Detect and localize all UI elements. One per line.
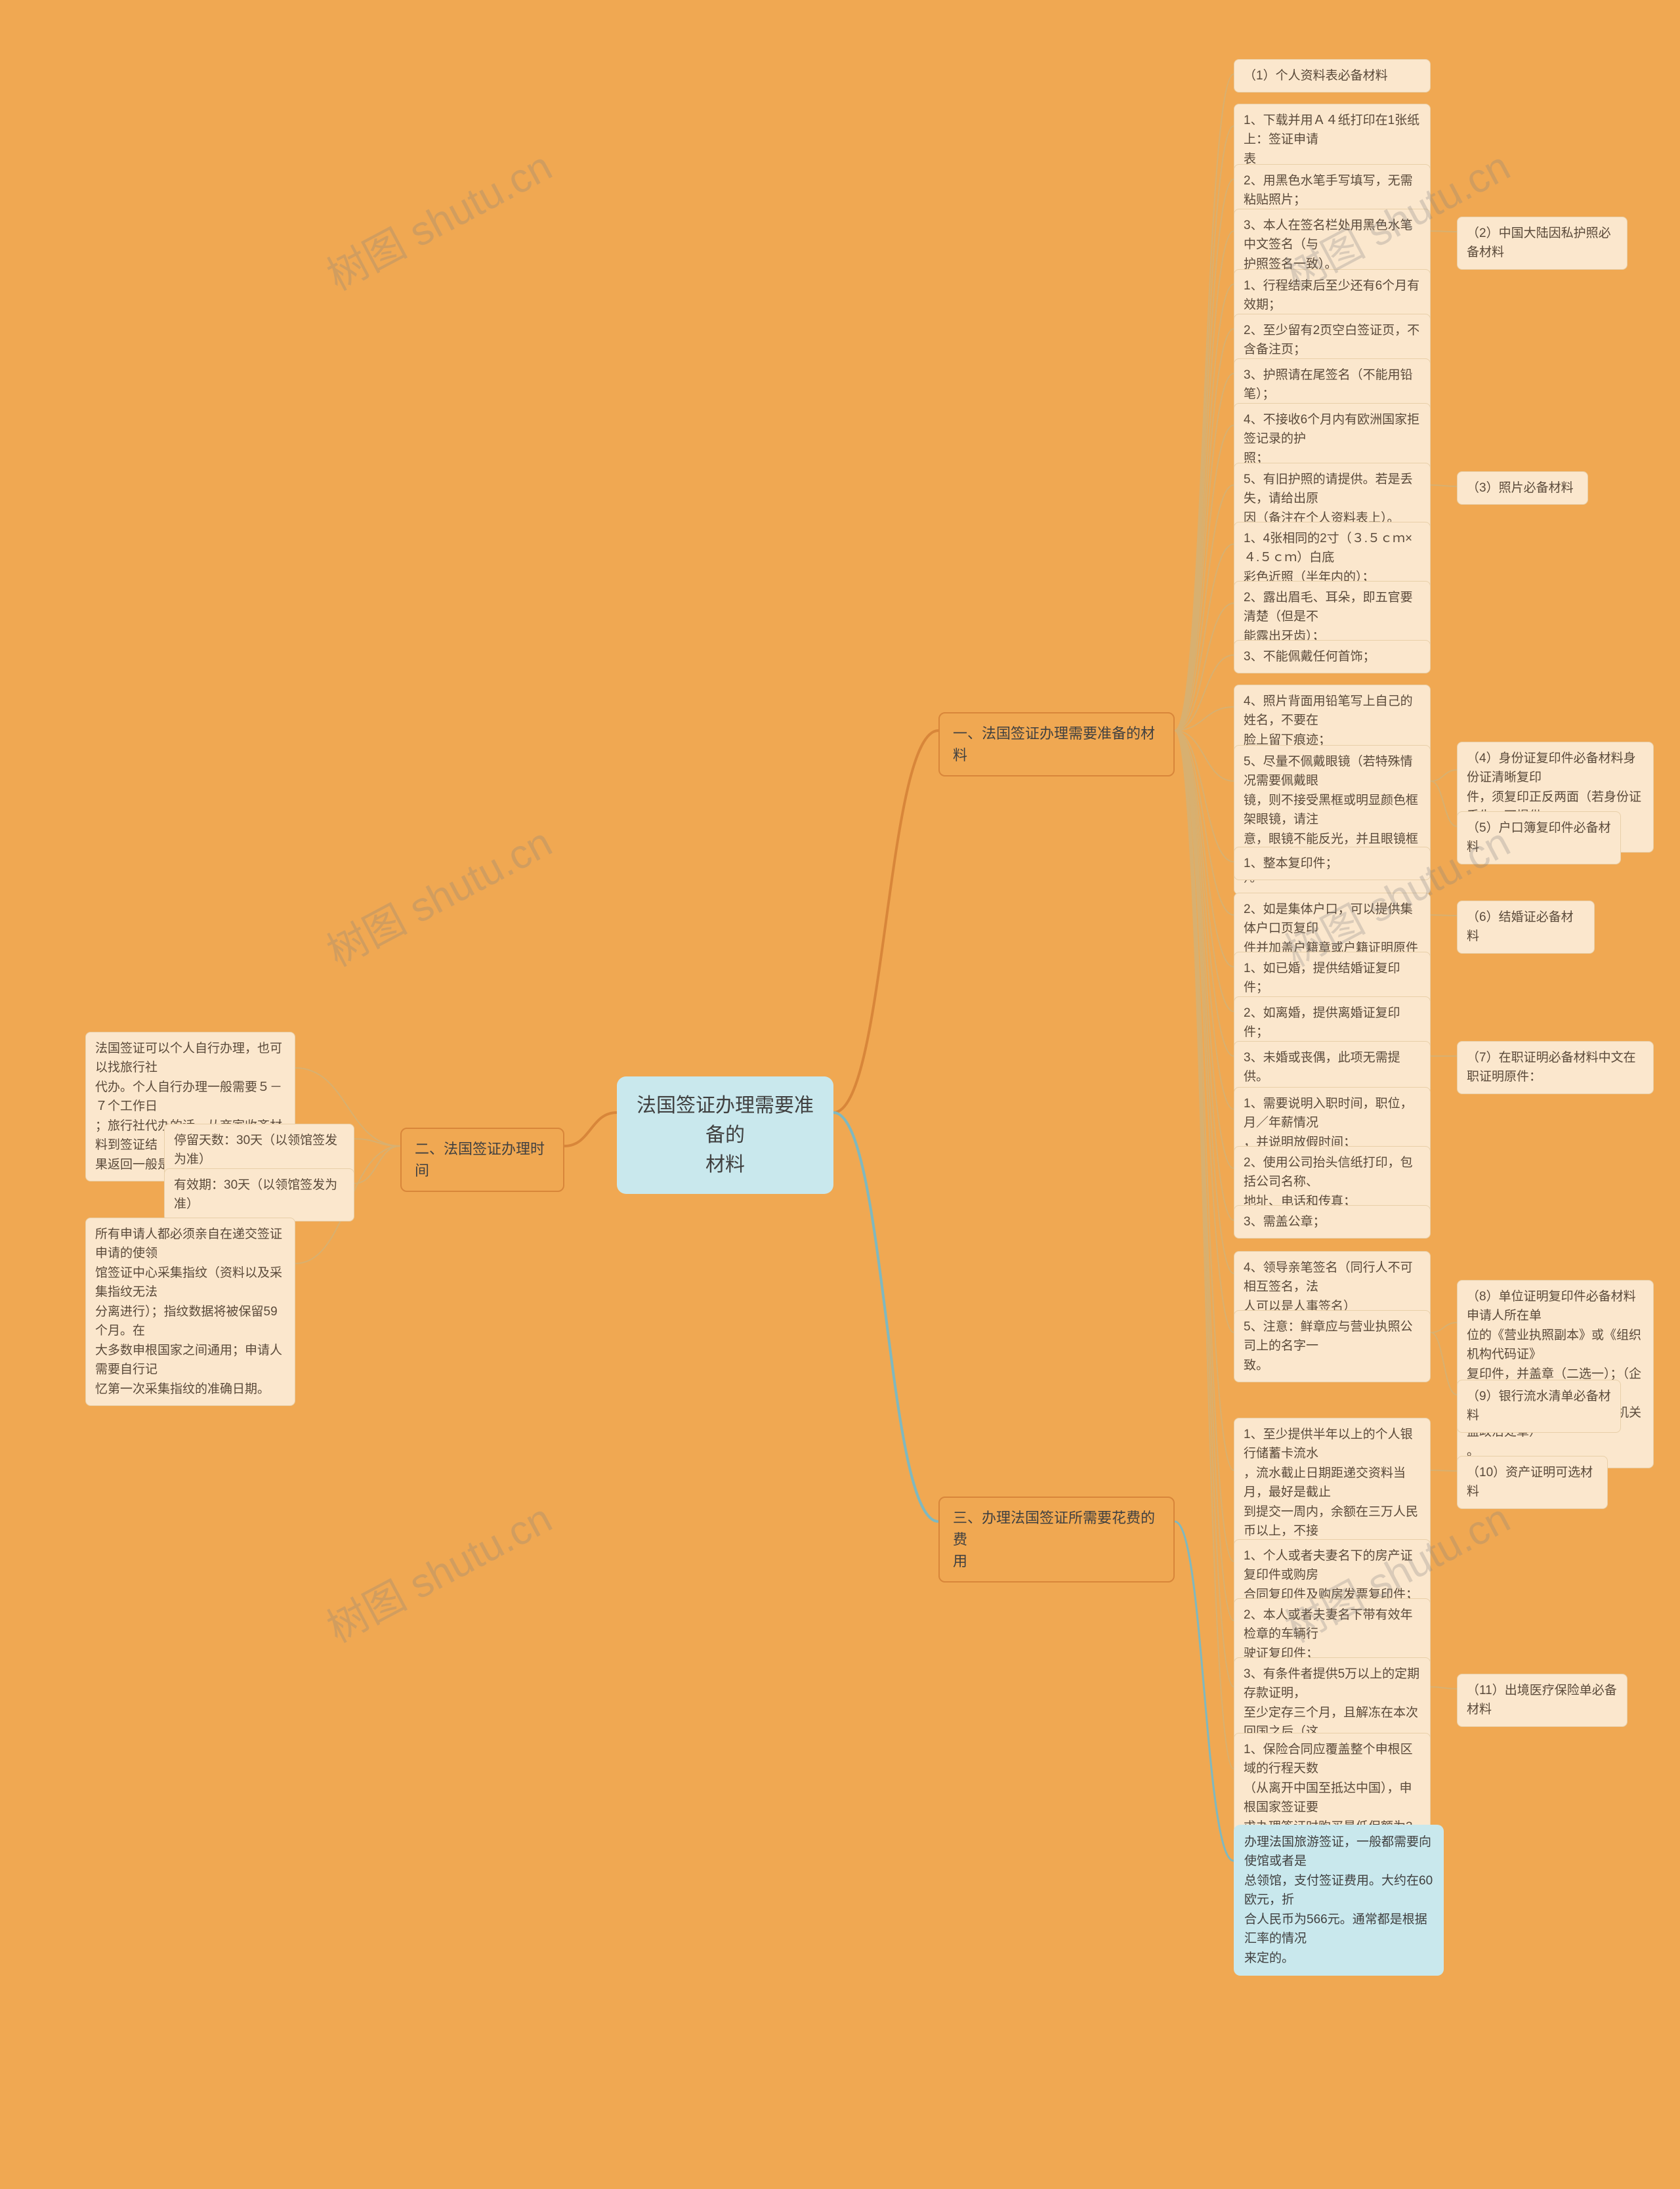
b1-leaf-18-sub-0: （7）在职证明必备材料中文在职证明原件：	[1457, 1041, 1654, 1094]
b1-leaf-15-sub-0: （6）结婚证必备材料	[1457, 901, 1595, 954]
b1-leaf-23-sub-1: （9）银行流水清单必备材料	[1457, 1380, 1621, 1433]
b1-leaf-13-sub-1: （5）户口簿复印件必备材料	[1457, 811, 1621, 864]
watermark-2: 树图 shutu.cn	[315, 810, 560, 978]
branch-2: 二、法国签证办理时间	[400, 1128, 564, 1192]
b3-leaf-0: 办理法国旅游签证，一般都需要向使馆或者是总领馆，支付签证费用。大约在60欧元，折…	[1234, 1825, 1444, 1976]
b1-leaf-14: 1、整本复印件；	[1234, 847, 1431, 880]
b1-leaf-23-sub-0: （8）单位证明复印件必备材料申请人所在单位的《营业执照副本》或《组织机构代码证》…	[1457, 1280, 1654, 1468]
b1-leaf-24-sub-0: （10）资产证明可选材料	[1457, 1456, 1608, 1509]
b1-leaf-23: 5、注意：鲜章应与营业执照公司上的名字一致。	[1234, 1310, 1431, 1382]
b1-leaf-21: 3、需盖公章；	[1234, 1205, 1431, 1239]
watermark-0: 树图 shutu.cn	[315, 134, 560, 302]
b1-leaf-27-sub-0: （11）出境医疗保险单必备材料	[1457, 1674, 1628, 1727]
b1-leaf-11: 3、不能佩戴任何首饰；	[1234, 640, 1431, 673]
b1-leaf-18: 3、未婚或丧偶，此项无需提供。	[1234, 1041, 1431, 1094]
b1-leaf-8-sub-0: （3）照片必备材料	[1457, 471, 1588, 505]
b1-leaf-0: （1）个人资料表必备材料	[1234, 59, 1431, 93]
watermark-4: 树图 shutu.cn	[315, 1486, 560, 1654]
branch-1: 一、法国签证办理需要准备的材料	[938, 712, 1175, 776]
b2-leaf-2: 有效期：30天（以领馆签发为准）	[164, 1168, 354, 1222]
b1-leaf-3-sub-0: （2）中国大陆因私护照必备材料	[1457, 217, 1628, 270]
b2-leaf-3: 所有申请人都必须亲自在递交签证申请的使领馆签证中心采集指纹（资料以及采集指纹无法…	[85, 1218, 295, 1406]
branch-3: 三、办理法国签证所需要花费的费用	[938, 1497, 1175, 1583]
center-node: 法国签证办理需要准备的材料	[617, 1076, 833, 1194]
